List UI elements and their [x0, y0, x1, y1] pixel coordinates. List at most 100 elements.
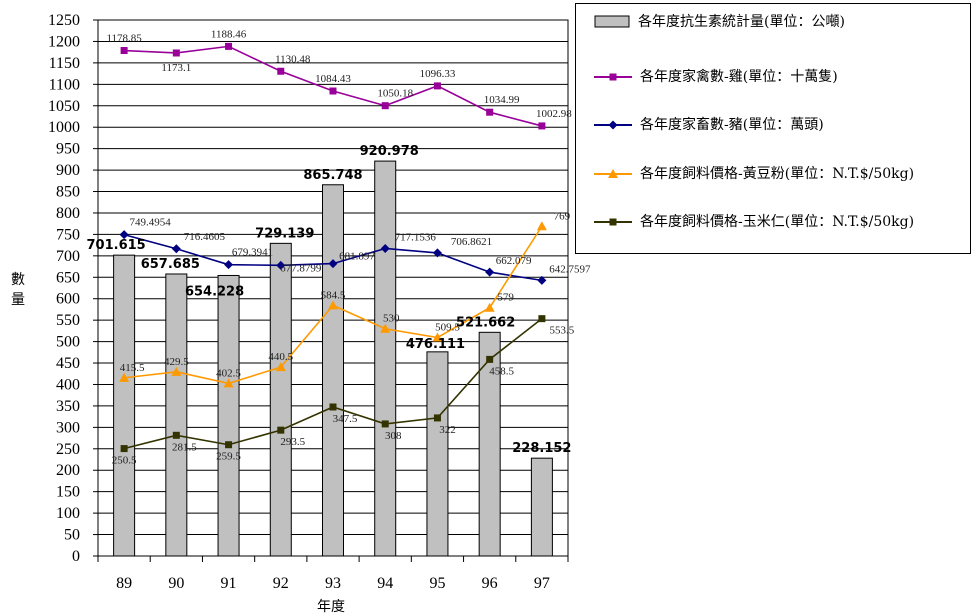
series-point: [380, 323, 391, 333]
series-point: [433, 82, 441, 90]
y-axis-label: 數: [11, 272, 25, 288]
series-point: [381, 102, 389, 110]
y-tick-label: 550: [56, 312, 80, 329]
bar: [165, 273, 188, 557]
line-value-label: 308: [385, 430, 402, 442]
bar: [426, 351, 449, 557]
y-tick-label: 0: [72, 548, 80, 565]
series-point: [276, 260, 286, 270]
series-point: [172, 49, 180, 57]
bar-value-label: 701.615: [87, 238, 146, 253]
series-point: [329, 87, 337, 95]
y-tick-label: 650: [56, 269, 80, 286]
line-value-label: 642.7597: [549, 263, 591, 275]
series-point: [433, 414, 441, 422]
line-value-label: 584.5: [321, 289, 346, 301]
series-point: [277, 67, 285, 75]
bar: [269, 242, 292, 557]
line-value-label: 553.5: [550, 325, 575, 337]
series-point: [225, 441, 233, 449]
line-value-label: 1178.85: [106, 33, 142, 45]
x-tick-label: 95: [429, 575, 445, 592]
legend-marker: [609, 218, 617, 226]
y-tick-label: 900: [56, 162, 80, 179]
x-tick-label: 94: [377, 575, 393, 592]
legend-marker: [608, 120, 618, 130]
series-point: [485, 267, 495, 277]
legend-swatch: [594, 120, 632, 130]
bar: [217, 274, 240, 557]
series-point: [486, 108, 494, 116]
legend-bar-swatch: [594, 15, 630, 28]
y-tick-label: 1200: [48, 33, 80, 50]
line-value-label: 293.5: [280, 436, 305, 448]
series-point: [225, 42, 233, 50]
series-point: [537, 275, 547, 285]
series-line: [124, 45, 543, 127]
line-value-label: 706.8621: [451, 236, 492, 248]
x-tick-label: 90: [168, 575, 184, 592]
line-value-label: 1173.1: [161, 62, 191, 74]
line-value-label: 716.4605: [184, 231, 226, 243]
y-axis-label-second: 量: [11, 292, 25, 308]
legend-label: 各年度飼料價格-玉米仁(單位：N.T.$/50kg): [640, 214, 915, 230]
legend-label: 各年度家畜數-豬(單位：萬頭): [640, 117, 824, 133]
x-axis-label: 年度: [317, 599, 345, 615]
series-point: [223, 378, 234, 388]
x-tick-labels: 89 90 91 92 93 94 95 96 97: [116, 575, 550, 592]
line-value-label: 530: [383, 313, 400, 325]
bar-series: [113, 160, 553, 557]
line-value-label: 1002.98: [536, 108, 572, 120]
y-tick-label: 400: [56, 376, 80, 393]
legend-marker: [609, 73, 617, 81]
series-point: [486, 355, 494, 363]
series-point: [119, 372, 130, 382]
line-value-label: 1130.48: [275, 53, 311, 65]
x-tick-label: 93: [325, 575, 341, 592]
y-tick-label: 1150: [49, 55, 80, 72]
line-value-label: 429.5: [164, 356, 189, 368]
series-point: [171, 366, 182, 376]
series-point: [275, 362, 286, 372]
legend-swatch: [594, 169, 632, 178]
legend: 各年度抗生素統計量(單位：公噸) 各年度家禽數-雞(單位：十萬隻) 各年度家畜數-豬…: [575, 3, 971, 254]
line-value-label: 1084.43: [315, 73, 351, 85]
bar-value-label: 521.662: [456, 315, 515, 330]
line-value-label: 1096.33: [420, 68, 456, 80]
y-tick-label: 450: [56, 355, 80, 372]
series-point: [329, 403, 337, 411]
line-value-label: 1188.46: [211, 28, 247, 40]
y-tick-label: 300: [56, 419, 80, 436]
y-tick-label: 1250: [48, 12, 80, 29]
bar-value-label: 729.139: [255, 226, 314, 241]
line-value-label: 250.5: [112, 455, 137, 467]
line-value-label: 402.5: [216, 367, 241, 379]
series-point: [328, 259, 338, 269]
line-value-label: 769: [554, 210, 571, 222]
bar-value-label: 654.228: [185, 284, 244, 299]
bar: [530, 457, 553, 557]
y-tick-label: 150: [56, 484, 80, 501]
legend-label: 各年度家禽數-雞(單位：十萬隻): [640, 69, 838, 85]
series-point: [432, 332, 443, 342]
line-value-label: 281.5: [172, 441, 197, 453]
legend-swatch: [594, 15, 630, 28]
line-value-label: 1050.18: [377, 88, 413, 100]
line-value-label: 1034.99: [484, 94, 520, 106]
y-tick-label: 350: [56, 398, 80, 415]
x-tick-label: 91: [221, 575, 237, 592]
bar-value-label: 920.978: [360, 144, 419, 159]
y-tick-label: 1100: [49, 76, 80, 93]
y-tick-label: 200: [56, 462, 80, 479]
y-tick-label: 750: [56, 226, 80, 243]
y-tick-label: 950: [56, 141, 80, 158]
series-point: [328, 300, 338, 310]
bar: [113, 254, 136, 557]
bar-value-label: 228.152: [512, 441, 571, 456]
line-value-label: 347.5: [333, 413, 358, 425]
legend-label: 各年度飼料價格-黃豆粉(單位：N.T.$/50kg): [640, 166, 915, 182]
bar-value-label: 657.685: [141, 257, 200, 272]
data-labels: 701.615 657.685 654.228 729.139 865.748 920.9…: [87, 28, 592, 466]
line-value-label: 749.4954: [129, 217, 171, 229]
line-value-label: 717.1536: [395, 231, 437, 243]
